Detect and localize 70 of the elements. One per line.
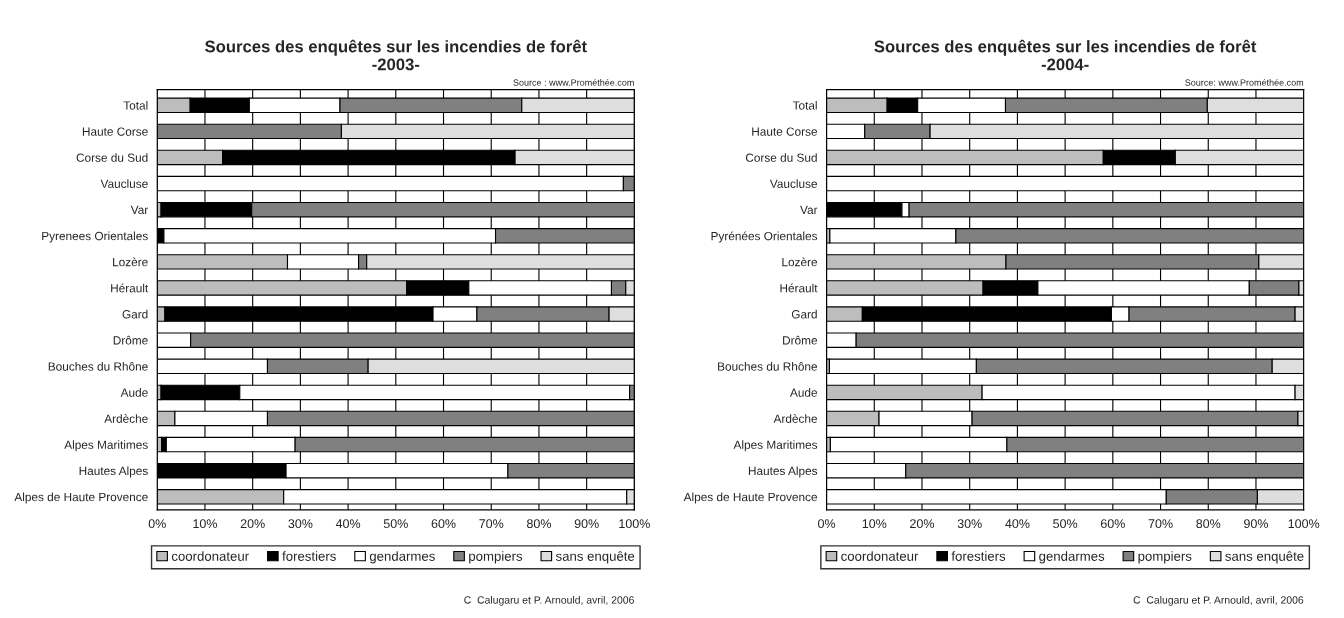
y-tick-label: Aude bbox=[789, 388, 818, 397]
y-tick-label: Alpes Maritimes bbox=[733, 440, 818, 452]
y-tick-label: Ardèche bbox=[773, 414, 818, 423]
y-tick-label: Gard bbox=[791, 309, 817, 319]
y-tick-label: Bouches du Rhône bbox=[718, 361, 818, 371]
y-tick-label: Pyrénées Orientales bbox=[711, 231, 818, 243]
x-tick-label: 80% bbox=[1196, 519, 1221, 529]
source-note: Source: www.Prométhée.com bbox=[1185, 78, 1304, 86]
y-tick-label: Var bbox=[800, 205, 818, 215]
chart-title: Sources des enquêtes sur les incendies de forêt -2003- bbox=[205, 39, 587, 71]
x-tick-label: 50% bbox=[1053, 519, 1078, 529]
x-tick-label: 90% bbox=[574, 519, 599, 529]
y-tick-label: Corse du Sud bbox=[76, 153, 148, 162]
y-tick-label: Bouches du Rhône bbox=[48, 361, 148, 371]
y-tick-label: Gard bbox=[122, 309, 148, 319]
x-tick-label: 30% bbox=[957, 519, 982, 529]
y-tick-label: Pyrenees Orientales bbox=[42, 231, 148, 243]
legend-label: gendarmes bbox=[369, 551, 435, 564]
y-tick-label: Lozère bbox=[782, 257, 818, 267]
y-tick-label: Hérault bbox=[780, 283, 818, 293]
y-tick-label: Hautes Alpes bbox=[79, 466, 148, 478]
x-tick-label: 10% bbox=[862, 519, 887, 529]
y-tick-label: Corse du Sud bbox=[745, 153, 817, 162]
x-tick-label: 0% bbox=[818, 519, 836, 529]
x-tick-label: 40% bbox=[1005, 519, 1030, 529]
x-tick-label: 60% bbox=[1100, 519, 1125, 529]
x-tick-label: 80% bbox=[526, 519, 552, 529]
x-tick-label: 90% bbox=[1244, 519, 1269, 529]
chart-title: Sources des enquêtes sur les incendies de forêt -2004- bbox=[874, 39, 1257, 71]
legend-label: pompiers bbox=[469, 551, 523, 564]
x-tick-label: 0% bbox=[148, 519, 166, 529]
text: C Calugaru et P. Arnould, avril, 2006 bbox=[464, 596, 634, 606]
y-tick-label: Alpes de Haute Provence bbox=[683, 492, 818, 504]
y-tick-label: Ardèche bbox=[104, 414, 148, 423]
y-tick-label: Drôme bbox=[113, 335, 148, 345]
y-tick-label: Drôme bbox=[783, 335, 818, 345]
x-tick-label: 100% bbox=[1288, 519, 1320, 529]
y-tick-label: Alpes Maritimes bbox=[64, 440, 148, 452]
x-tick-label: 70% bbox=[479, 519, 504, 529]
x-tick-label: 40% bbox=[335, 519, 361, 529]
y-tick-label: Haute Corse bbox=[82, 127, 148, 136]
x-tick-label: 30% bbox=[288, 519, 313, 529]
y-tick-label: Total bbox=[123, 100, 148, 110]
y-tick-label: Var bbox=[130, 205, 149, 215]
legend-label: sans enquête bbox=[1225, 551, 1304, 564]
y-tick-label: Lozère bbox=[113, 257, 148, 267]
y-tick-label: Vaucluse bbox=[769, 179, 818, 188]
x-tick-label: 20% bbox=[910, 519, 935, 529]
y-tick-label: Total bbox=[792, 100, 817, 110]
legend-label: coordonateur bbox=[171, 551, 249, 561]
legend-label: pompiers bbox=[1138, 551, 1192, 564]
y-tick-label: Alpes de Haute Provence bbox=[14, 492, 148, 504]
y-tick-label: Hautes Alpes bbox=[748, 466, 818, 478]
x-tick-label: 100% bbox=[619, 519, 650, 529]
x-tick-label: 20% bbox=[240, 519, 265, 529]
x-tick-label: 60% bbox=[431, 519, 456, 529]
x-tick-label: 10% bbox=[193, 519, 218, 529]
x-tick-label: 50% bbox=[383, 519, 408, 529]
legend-label: forestiers bbox=[951, 551, 1006, 561]
source-note: Source : www.Prométhée.com bbox=[513, 78, 634, 86]
y-tick-label: Haute Corse bbox=[752, 127, 818, 136]
legend-label: gendarmes bbox=[1039, 551, 1105, 564]
legend-label: coordonateur bbox=[841, 551, 919, 561]
legend-label: sans enquête bbox=[555, 551, 635, 564]
y-tick-label: Aude bbox=[120, 388, 148, 397]
text: C Calugaru et P. Arnould, avril, 2006 bbox=[1133, 596, 1304, 606]
x-tick-label: 70% bbox=[1148, 519, 1173, 529]
legend-label: forestiers bbox=[282, 551, 336, 561]
y-tick-label: Hérault bbox=[111, 283, 149, 293]
y-tick-label: Vaucluse bbox=[100, 179, 148, 188]
